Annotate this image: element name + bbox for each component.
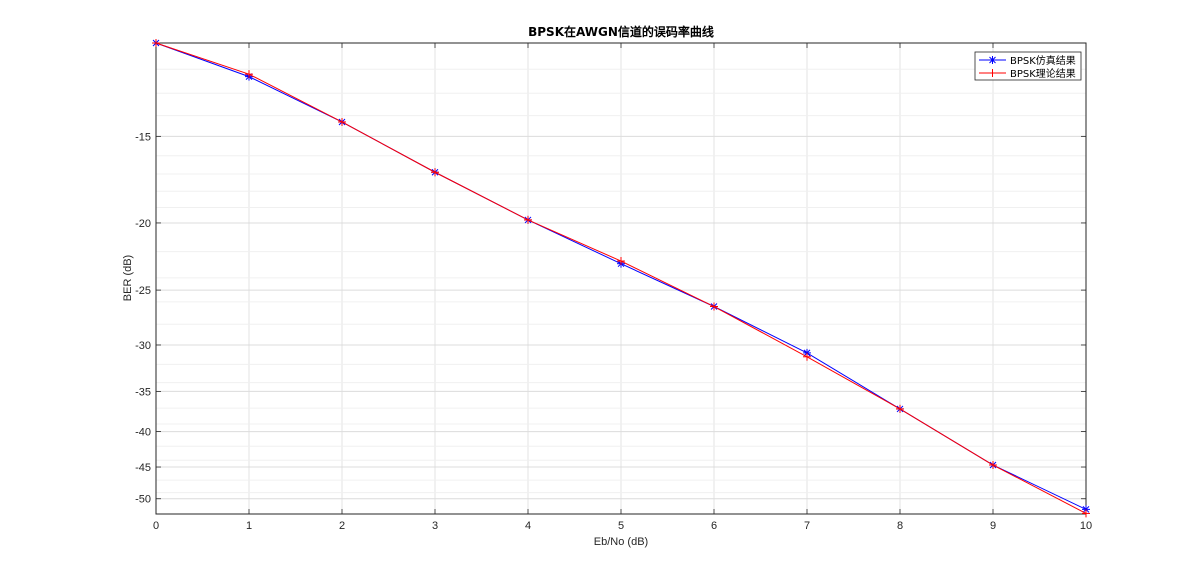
marker-stroke [989, 56, 996, 64]
legend-marker-simulated [988, 56, 997, 64]
data-point-series-1 [803, 352, 811, 361]
data-point-series-1 [1082, 509, 1090, 518]
x-tick-label: 5 [618, 520, 624, 532]
x-tick-label: 7 [804, 520, 810, 532]
x-tick-label: 8 [897, 520, 903, 532]
x-tick-label: 6 [711, 520, 717, 532]
chart-title: BPSK在AWGN信道的误码率曲线 [528, 24, 714, 39]
y-tick-label: -35 [135, 386, 151, 398]
legend-marker-symbol [988, 69, 997, 77]
y-tick-label: -45 [135, 462, 151, 474]
y-tick-label: -25 [135, 285, 151, 297]
data-point-series-1 [524, 215, 532, 224]
y-axis-ticks: -15 -20 -25 -30 -35 -40 -45 -50 [135, 131, 1086, 506]
data-point-series-1 [245, 70, 253, 79]
x-tick-label: 10 [1080, 520, 1092, 532]
legend-marker-symbol [988, 56, 997, 64]
y-tick-label: -30 [135, 340, 151, 352]
y-tick-label: -15 [135, 131, 151, 143]
data-point-series-1 [431, 168, 439, 177]
data-point-series-1 [896, 404, 904, 413]
x-tick-label: 9 [990, 520, 996, 532]
data-point-series-1 [338, 117, 346, 126]
x-tick-label: 0 [153, 520, 159, 532]
legend-label-simulated: BPSK仿真结果 [1010, 54, 1076, 67]
series-layer [152, 39, 1090, 518]
x-tick-label: 2 [339, 520, 345, 532]
y-tick-label: -40 [135, 427, 151, 439]
x-tick-label: 3 [432, 520, 438, 532]
legend-marker-theory [988, 69, 997, 77]
x-axis-label: Eb/No (dB) [594, 536, 648, 548]
legend: BPSK仿真结果 BPSK理论结果 [974, 51, 1082, 81]
x-tick-label: 4 [525, 520, 531, 532]
x-axis-ticks: 0 1 2 3 4 5 6 7 8 9 10 [153, 43, 1092, 532]
data-point-series-1 [617, 257, 625, 266]
data-point-series-1 [152, 39, 160, 47]
y-tick-label: -50 [135, 494, 151, 506]
y-tick-label: -20 [135, 218, 151, 230]
data-point-series-1 [989, 461, 997, 470]
marker-stroke [1082, 506, 1090, 513]
grid [156, 43, 1086, 514]
x-tick-label: 1 [246, 520, 252, 532]
data-point-series-1 [710, 302, 718, 311]
legend-label-theory: BPSK理论结果 [1010, 67, 1076, 80]
y-axis-label: BER (dB) [122, 255, 134, 301]
